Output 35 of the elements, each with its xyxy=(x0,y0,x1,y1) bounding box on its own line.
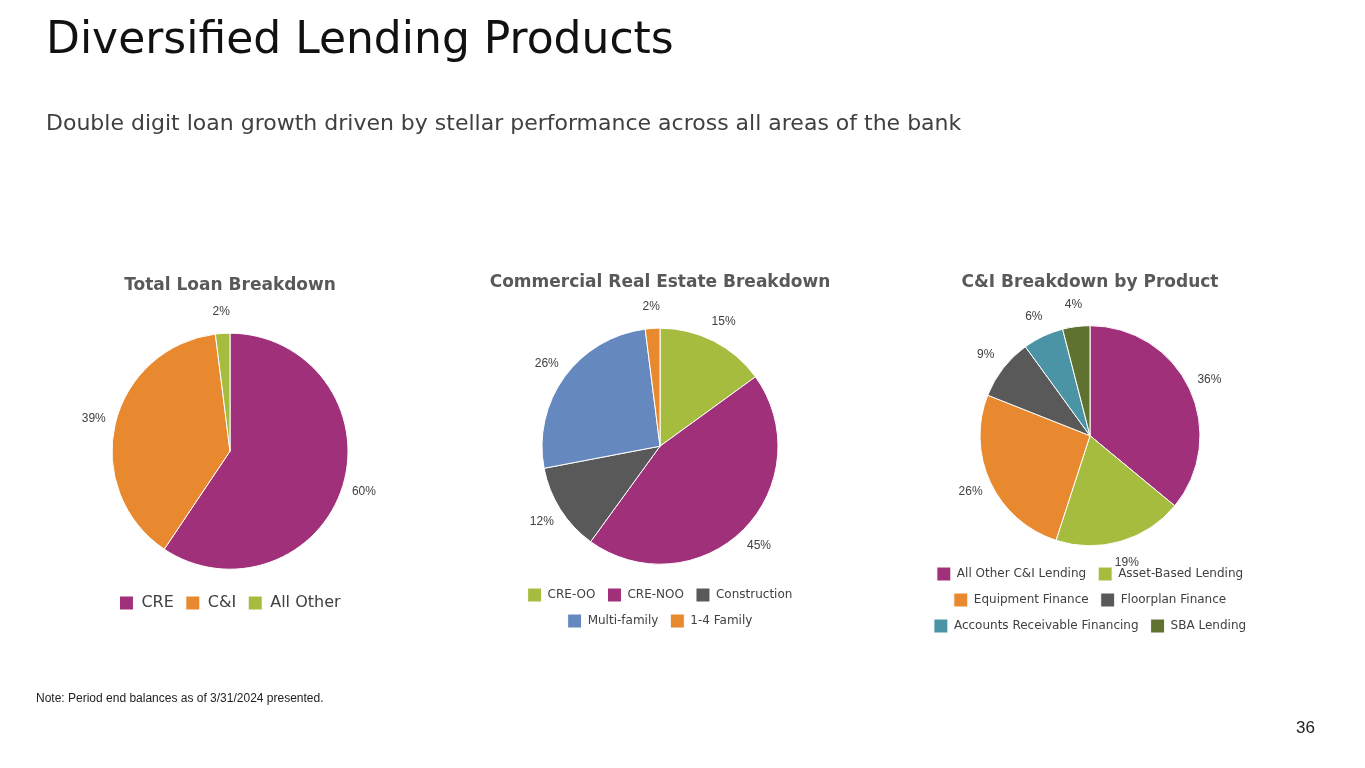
legend-label: All Other C&I Lending xyxy=(956,566,1087,581)
text: Diversified Lending Products xyxy=(46,12,674,63)
legend-label: Accounts Receivable Financing xyxy=(953,618,1139,633)
data-label: 15% xyxy=(711,313,736,328)
data-label: 2% xyxy=(212,303,231,318)
data-label: 9% xyxy=(977,347,995,362)
data-label: 45% xyxy=(746,537,772,552)
data-label: 2% xyxy=(642,298,661,313)
data-label: 39% xyxy=(81,411,107,426)
chart-title: C&I Breakdown by Product xyxy=(961,270,1219,291)
data-label: 6% xyxy=(1025,308,1043,323)
legend-label: Multi-family xyxy=(587,613,659,628)
data-label: 4% xyxy=(1064,297,1083,312)
legend-label: CRE-NOO xyxy=(627,587,684,602)
legend-label: CRE xyxy=(141,592,174,612)
legend-label: 1-4 Family xyxy=(690,613,753,628)
data-label: 60% xyxy=(351,484,377,499)
chart-title: Commercial Real Estate Breakdown xyxy=(489,270,831,291)
legend-label: SBA Lending xyxy=(1170,618,1247,633)
legend-label: Construction xyxy=(715,587,793,602)
text: Double digit loan growth driven by stellar performance across all areas of the bank xyxy=(46,110,962,135)
text: Note: Period end balances as of 3/31/2024 presented. xyxy=(36,691,324,705)
legend-label: All Other xyxy=(270,592,341,612)
legend-label: C&I xyxy=(207,592,237,612)
data-label: 12% xyxy=(529,513,555,528)
data-label: 26% xyxy=(958,484,983,499)
chart-title: Total Loan Breakdown xyxy=(124,273,336,294)
legend-label: Asset-Based Lending xyxy=(1118,566,1244,581)
legend-label: CRE-OO xyxy=(547,587,596,602)
legend-label: Equipment Finance xyxy=(973,592,1089,607)
data-label: 36% xyxy=(1197,371,1222,386)
data-label: 26% xyxy=(534,356,560,371)
data-label: 19% xyxy=(1114,554,1140,569)
text: 36 xyxy=(1296,718,1315,738)
legend-label: Floorplan Finance xyxy=(1120,592,1227,607)
